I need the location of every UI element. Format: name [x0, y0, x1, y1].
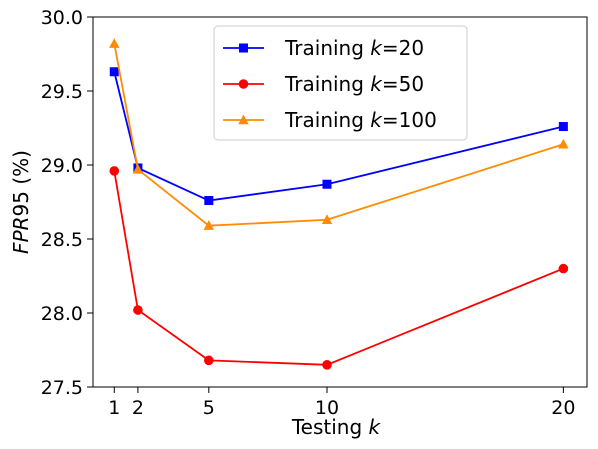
data-point: [109, 166, 120, 176]
x-tick-label: 1: [108, 397, 120, 419]
x-tick-label: 20: [551, 397, 575, 419]
data-point: [133, 305, 143, 315]
legend-label: Training k=100: [284, 108, 437, 132]
legend-marker: [238, 79, 249, 89]
x-tick-label: 5: [203, 397, 215, 419]
legend-box: [213, 25, 468, 141]
y-tick-label: 28.5: [41, 229, 83, 251]
legend-item: Training k=100: [223, 108, 437, 132]
y-tick-label: 29.0: [41, 155, 83, 177]
legend-item: Training k=20: [223, 36, 424, 60]
ticks-layer: 1 2 5 10 20 27.5 28.0 28.5 29.0 29.5 30.0: [41, 7, 576, 419]
data-point: [109, 67, 119, 77]
series-3: [109, 38, 569, 230]
legend-marker: [239, 43, 248, 53]
data-point: [109, 38, 120, 48]
data-point: [204, 355, 214, 366]
data-point: [558, 138, 569, 149]
data-point: [558, 263, 569, 274]
legend: Training k=20 Training k=50 Training k=100: [213, 25, 468, 141]
y-tick-label: 28.0: [41, 303, 83, 325]
data-point: [322, 360, 332, 370]
series-layer: [109, 38, 569, 370]
x-axis-label: Testing k: [291, 415, 382, 439]
data-point: [558, 122, 568, 132]
data-point: [204, 196, 214, 206]
data-point: [203, 220, 215, 230]
data-point: [321, 214, 333, 224]
y-tick-label: 30.0: [41, 7, 83, 29]
y-axis-label: FPR95 (%): [9, 150, 33, 254]
legend-marker: [238, 114, 249, 125]
legend-item: Training k=50: [223, 72, 424, 96]
y-tick-label: 29.5: [41, 81, 83, 103]
legend-label: Training k=20: [284, 36, 424, 60]
x-tick-label: 10: [315, 397, 339, 419]
data-point: [132, 163, 144, 174]
y-tick-label: 27.5: [41, 377, 83, 399]
legend-label: Training k=50: [284, 72, 424, 96]
plot-frame: [92, 16, 588, 388]
data-point: [322, 179, 332, 189]
series-line: [113, 170, 564, 366]
series-2: [109, 166, 569, 370]
x-tick-label: 2: [132, 397, 144, 419]
